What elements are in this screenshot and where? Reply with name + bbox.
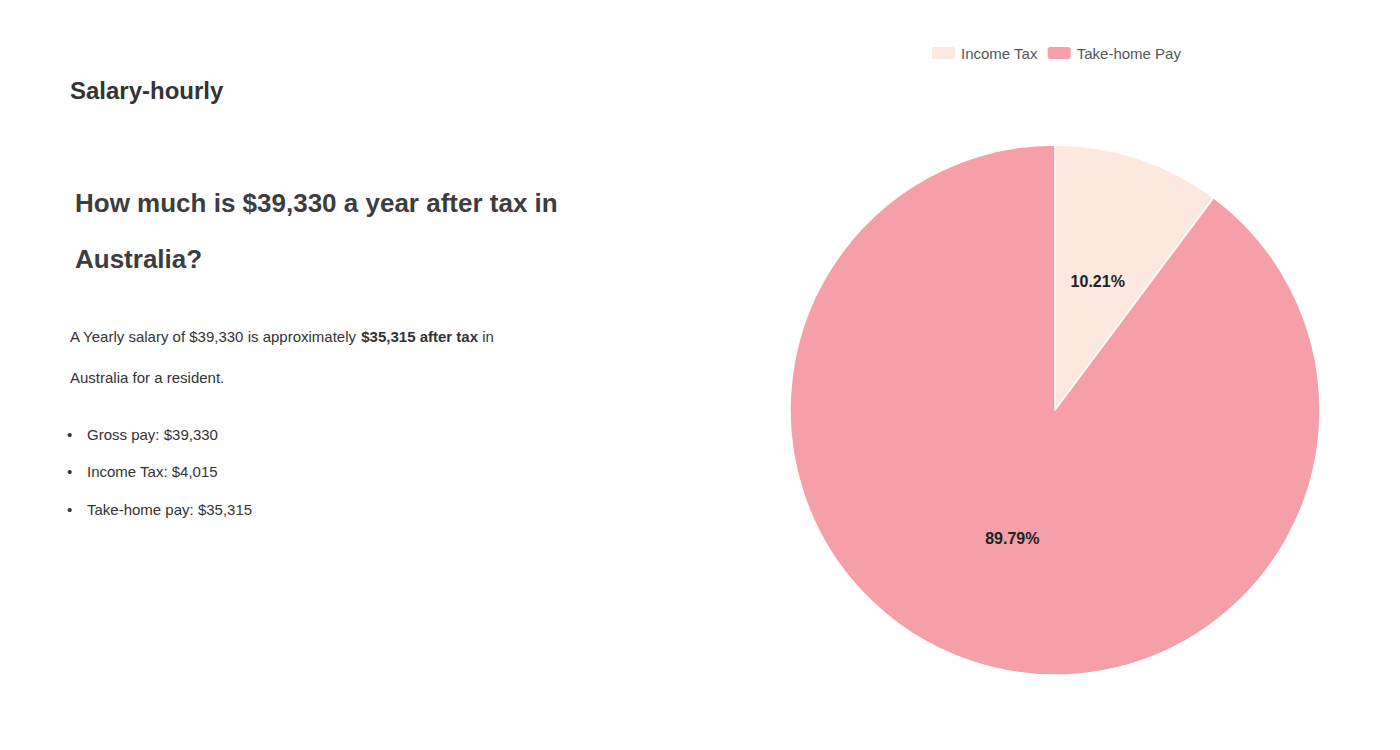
svg-text:Income Tax: Income Tax <box>961 45 1038 62</box>
svg-text:Australia for a resident.: Australia for a resident. <box>70 369 224 386</box>
svg-text:89.79%: 89.79% <box>985 530 1039 547</box>
svg-text:•: • <box>67 501 72 518</box>
svg-text:Take-home pay: $35,315: Take-home pay: $35,315 <box>87 501 252 518</box>
svg-text:alary-hourly: alary-hourly <box>86 77 224 104</box>
svg-text:Australia?: Australia? <box>75 244 202 274</box>
svg-text:Take-home Pay: Take-home Pay <box>1077 45 1182 62</box>
svg-text:•: • <box>67 463 72 480</box>
svg-text:S: S <box>70 77 86 104</box>
svg-text:How much is $39,330 a year aft: How much is $39,330 a year after tax in <box>75 188 558 218</box>
svg-text:A Yearly salary of $39,330 is: A Yearly salary of $39,330 is approximat… <box>70 328 360 345</box>
svg-text:10.21%: 10.21% <box>1071 273 1125 290</box>
svg-text:Income Tax: $4,015: Income Tax: $4,015 <box>87 463 218 480</box>
svg-text:$35,315 after tax: $35,315 after tax <box>361 328 478 345</box>
svg-text:in: in <box>478 328 494 345</box>
svg-text:•: • <box>67 426 72 443</box>
svg-text:Gross pay: $39,330: Gross pay: $39,330 <box>87 426 218 443</box>
